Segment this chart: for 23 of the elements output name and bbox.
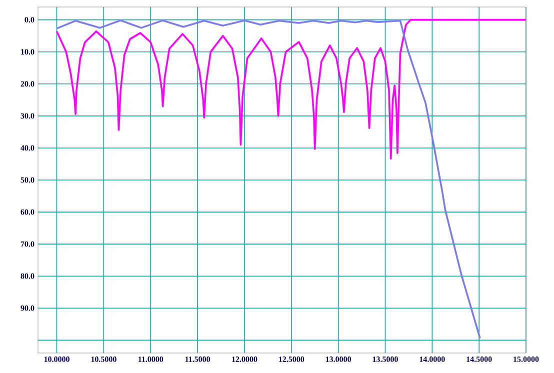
y-tick-label: 90.0: [20, 305, 34, 311]
y-tick-label: 30.0: [20, 113, 34, 119]
x-tick-label: 12.5000: [279, 356, 304, 362]
x-tick-label: 10.5000: [91, 356, 116, 362]
x-tick-label: 11.5000: [185, 356, 210, 362]
x-tick-label: 10.0000: [44, 356, 70, 362]
x-tick-label: 11.0000: [138, 356, 164, 362]
x-tick-label: 14.5000: [466, 356, 492, 362]
line-series: [56, 18, 526, 160]
y-tick-label: 50.0: [20, 177, 34, 183]
x-tick-label: 14.0000: [420, 356, 445, 362]
y-tick-label: 20.0: [20, 81, 34, 87]
y-tick-label: 70.0: [20, 241, 34, 247]
y-tick-label: 40.0: [20, 145, 34, 151]
x-tick-label: 13.0000: [326, 356, 352, 362]
y-tick-label: 0.0: [24, 17, 34, 23]
x-tick-label: 13.5000: [372, 356, 398, 362]
x-tick-label: 12.0000: [232, 356, 258, 362]
y-tick-label: 10.0: [21, 49, 34, 55]
line-series: [56, 20, 481, 340]
x-tick-label: 15.0000: [514, 356, 539, 362]
y-tick-label: 80.0: [20, 273, 34, 279]
y-tick-label: 60.0: [20, 209, 34, 215]
